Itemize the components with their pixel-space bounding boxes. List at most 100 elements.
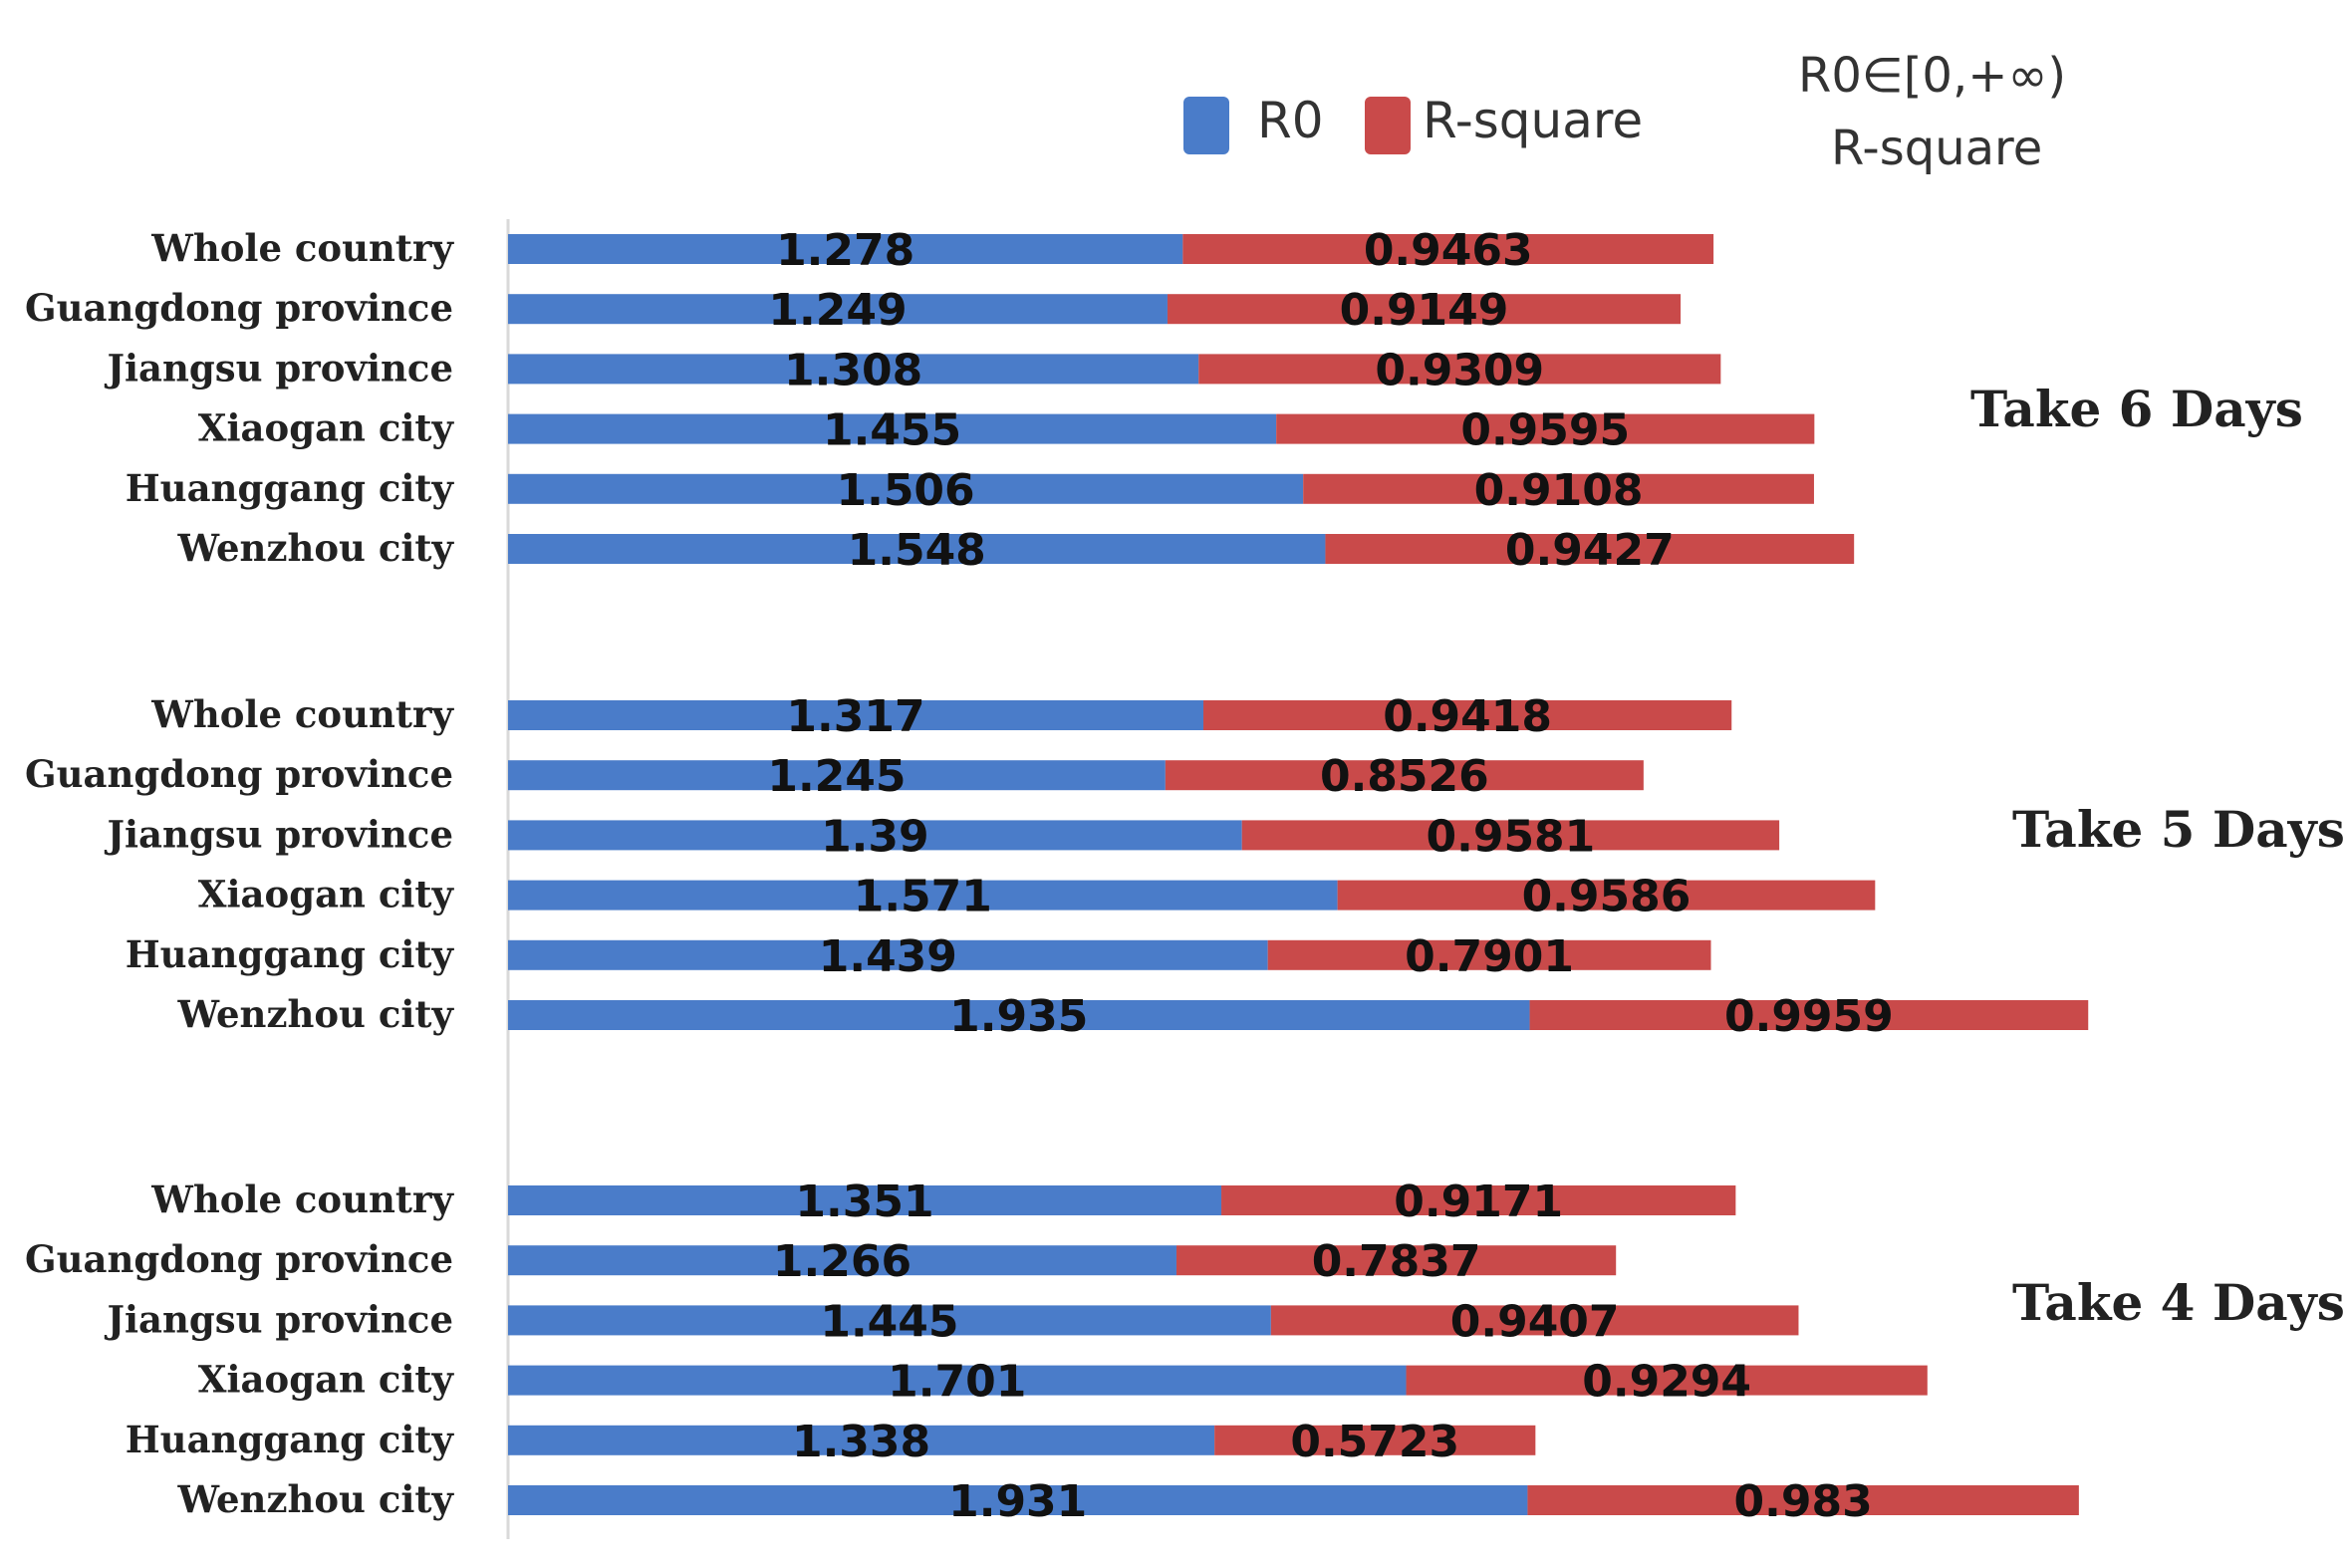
legend-swatch-rsq: [1365, 97, 1411, 154]
category-label: Jiangsu province: [105, 812, 454, 856]
bar-rsq: [1165, 760, 1644, 791]
data-label-rsq: 0.9418: [1383, 691, 1552, 742]
bar-r0: [508, 939, 1268, 970]
bar-rsq: [1325, 534, 1855, 564]
data-label-rsq: 0.7901: [1405, 931, 1574, 982]
data-label-rsq: 0.8526: [1320, 751, 1489, 802]
data-label-rsq: 0.7837: [1312, 1236, 1481, 1287]
category-label: Wenzhou city: [176, 1477, 454, 1521]
legend-label-rsq: R-square: [1423, 92, 1643, 149]
data-label-r0: 1.931: [948, 1476, 1087, 1527]
data-label-rsq: 0.9463: [1364, 225, 1533, 276]
bar-rsq: [1167, 294, 1682, 325]
bar-r0: [508, 354, 1199, 385]
group-label: Take 4 Days: [2012, 1273, 2345, 1332]
bar-r0: [508, 880, 1338, 911]
data-label-rsq: 0.9309: [1375, 345, 1544, 395]
data-label-r0: 1.571: [854, 872, 992, 922]
data-label-r0: 1.701: [888, 1357, 1026, 1408]
data-label-r0: 1.351: [795, 1176, 933, 1227]
data-label-r0: 1.338: [792, 1417, 930, 1467]
bar-rsq: [1241, 820, 1780, 851]
legend-label-r0: R0: [1257, 92, 1324, 149]
category-label: Jiangsu province: [105, 346, 454, 390]
group-label: Take 6 Days: [1970, 380, 2303, 438]
data-label-rsq: 0.9149: [1340, 285, 1509, 336]
note-line-2: R-square: [1831, 121, 2042, 176]
bar-r0: [508, 1305, 1271, 1336]
bar-rsq: [1303, 473, 1814, 504]
data-label-rsq: 0.9427: [1505, 525, 1675, 576]
data-label-r0: 1.249: [768, 285, 907, 336]
bar-r0: [508, 1365, 1407, 1396]
bar-rsq: [1267, 939, 1711, 970]
category-label: Jiangsu province: [105, 1297, 454, 1341]
data-label-r0: 1.455: [823, 405, 961, 456]
category-label: Whole country: [150, 692, 454, 736]
data-label-r0: 1.245: [767, 751, 906, 802]
data-label-rsq: 0.9171: [1394, 1176, 1563, 1227]
bar-rsq: [1270, 1305, 1799, 1336]
category-label: Huanggang city: [126, 466, 455, 510]
data-label-r0: 1.506: [836, 465, 974, 516]
category-label: Guangdong province: [25, 1237, 453, 1281]
bar-rsq: [1221, 1185, 1736, 1215]
data-label-r0: 1.39: [821, 811, 929, 862]
legend: R0 R-square: [1183, 92, 1643, 154]
data-label-r0: 1.266: [773, 1236, 912, 1287]
category-label: Wenzhou city: [176, 992, 454, 1036]
data-label-r0: 1.935: [949, 991, 1088, 1042]
bar-r0: [508, 294, 1168, 325]
bar-r0: [508, 473, 1304, 504]
bar-rsq: [1337, 880, 1876, 911]
data-label-rsq: 0.9586: [1522, 872, 1692, 922]
bars: [508, 234, 2089, 1515]
legend-swatch-r0: [1183, 97, 1229, 154]
bar-rsq: [1198, 354, 1721, 385]
data-label-r0: 1.445: [820, 1296, 958, 1347]
data-label-rsq: 0.9959: [1724, 991, 1894, 1042]
data-label-rsq: 0.9595: [1460, 405, 1630, 456]
bar-rsq: [1529, 1000, 2089, 1030]
data-label-r0: 1.308: [784, 345, 922, 395]
data-label-rsq: 0.9294: [1582, 1357, 1751, 1408]
bar-r0: [508, 700, 1204, 730]
category-label: Guangdong province: [25, 286, 453, 330]
bar-rsq: [1276, 413, 1815, 444]
category-label: Xiaogan city: [198, 873, 455, 916]
bar-rsq: [1203, 700, 1732, 730]
labels: Whole country 1.278 0.9463 Guangdong provin…: [25, 225, 2345, 1527]
category-label: Whole country: [150, 226, 454, 270]
data-label-r0: 1.439: [819, 931, 957, 982]
category-label: Xiaogan city: [198, 1358, 455, 1402]
bar-rsq: [1214, 1425, 1536, 1455]
bar-r0: [508, 820, 1242, 851]
bar-rsq: [1406, 1365, 1928, 1396]
bar-r0: [508, 1425, 1215, 1455]
category-label: Wenzhou city: [176, 526, 454, 570]
data-label-r0: 1.278: [776, 225, 914, 276]
data-label-rsq: 0.5723: [1290, 1417, 1459, 1467]
bar-r0: [508, 1185, 1222, 1215]
data-label-rsq: 0.983: [1734, 1476, 1873, 1527]
bar-r0: [508, 1245, 1176, 1276]
range-note: R0∈[0,+∞) R-square: [1798, 48, 2066, 176]
bar-rsq: [1175, 1245, 1617, 1276]
category-label: Whole country: [150, 1177, 454, 1221]
data-label-rsq: 0.9581: [1427, 811, 1596, 862]
data-label-rsq: 0.9407: [1450, 1296, 1620, 1347]
bar-rsq: [1527, 1485, 2079, 1515]
category-label: Guangdong province: [25, 752, 453, 796]
category-label: Huanggang city: [126, 1418, 455, 1461]
data-label-r0: 1.548: [848, 525, 986, 576]
category-label: Huanggang city: [126, 932, 455, 976]
group-label: Take 5 Days: [2012, 800, 2345, 859]
bar-r0: [508, 534, 1326, 564]
data-label-r0: 1.317: [786, 691, 924, 742]
category-label: Xiaogan city: [198, 406, 455, 450]
bar-r0: [508, 760, 1166, 791]
bar-r0: [508, 1000, 1530, 1030]
note-line-1: R0∈[0,+∞): [1798, 48, 2066, 104]
